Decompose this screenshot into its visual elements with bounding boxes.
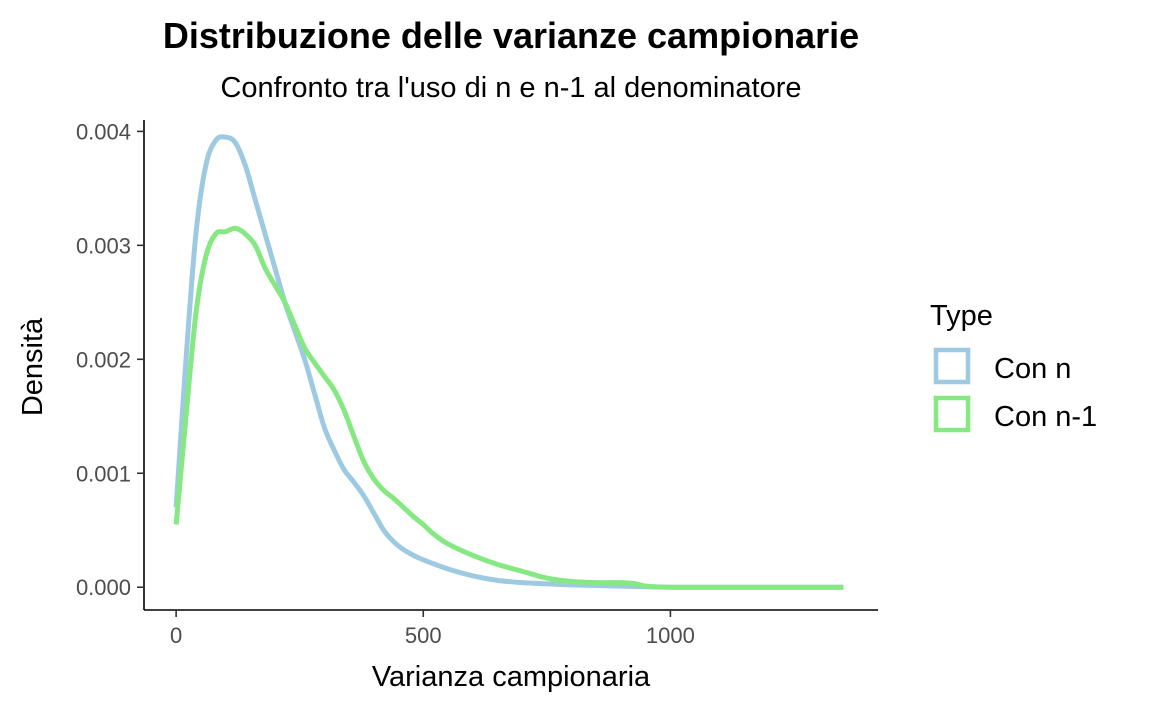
x-tick-label: 0 [170, 623, 182, 648]
y-axis-title: Densità [17, 317, 49, 416]
series-line-con-n [173, 134, 844, 590]
legend-label: Con n-1 [994, 401, 1097, 433]
legend-title: Type [930, 300, 993, 332]
legend: Type Con n Con n-1 [930, 300, 1097, 433]
y-tick-label: 0.002 [76, 347, 131, 372]
y-tick-label: 0.003 [76, 233, 131, 258]
y-tick-label: 0.004 [76, 119, 131, 144]
chart-subtitle: Confronto tra l'uso di n e n-1 al denomi… [220, 72, 801, 104]
plot-area: 0.000 0.001 0.002 0.003 0.004 0 500 1000 [76, 119, 878, 648]
x-axis-title: Varianza campionaria [372, 661, 651, 693]
x-tick-label: 1000 [646, 623, 695, 648]
legend-key [933, 395, 971, 433]
chart-title: Distribuzione delle varianze campionarie [163, 15, 859, 56]
legend-key [933, 347, 971, 385]
y-tick-label: 0.001 [76, 461, 131, 486]
x-tick-label: 500 [405, 623, 442, 648]
legend-label: Con n [994, 353, 1071, 385]
y-tick-label: 0.000 [76, 575, 131, 600]
series-line-con-n-1 [173, 225, 844, 590]
